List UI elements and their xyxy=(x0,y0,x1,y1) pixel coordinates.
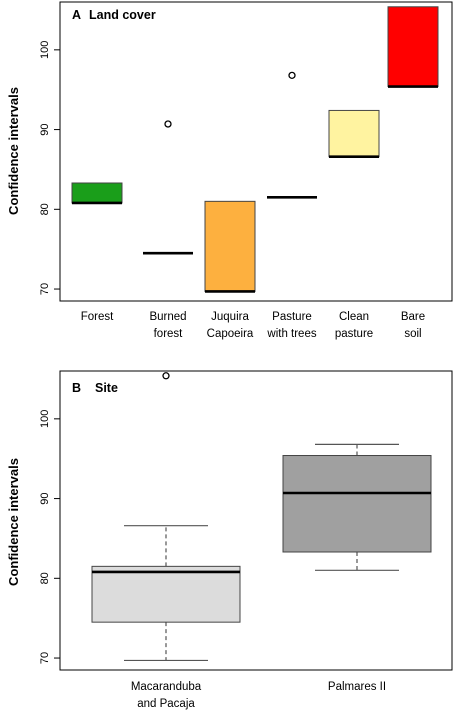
box-body xyxy=(91,565,241,623)
y-tick-label: 100 xyxy=(39,410,51,428)
box-body xyxy=(387,6,439,88)
boxes xyxy=(71,6,439,293)
x-category-label: soil xyxy=(404,328,421,340)
box-4 xyxy=(328,109,380,158)
panel-title: Site xyxy=(95,381,118,395)
x-category-label: Capoeira xyxy=(207,328,254,340)
y-axis: 70 80 90 100 xyxy=(39,41,60,295)
x-axis-labels: Macaranduba and Pacaja Palmares II xyxy=(131,681,386,710)
x-category-label: Macaranduba xyxy=(131,681,202,693)
x-category-label: Pasture xyxy=(272,311,312,323)
y-tick-label: 90 xyxy=(39,492,51,504)
plot-frame xyxy=(59,1,453,302)
box-1 xyxy=(143,120,193,255)
box-0 xyxy=(91,372,241,662)
x-category-label: Bare xyxy=(401,311,425,323)
box-body xyxy=(282,455,432,553)
plot-frame xyxy=(59,370,453,671)
panel-land-cover: A Land cover Confidence intervals 70 80 90… xyxy=(6,1,453,340)
box-2 xyxy=(204,200,256,293)
x-category-label: Clean xyxy=(339,311,369,323)
x-category-label: with trees xyxy=(266,328,316,340)
box-0 xyxy=(71,182,123,205)
x-axis-labels: Forest Burned forest Juquira Capoeira Pasture… xyxy=(81,311,425,340)
box-5 xyxy=(387,6,439,88)
y-axis: 70 80 90 100 xyxy=(39,410,60,664)
y-tick-label: 70 xyxy=(39,283,51,295)
x-category-label: Forest xyxy=(81,311,114,323)
y-tick-label: 90 xyxy=(39,123,51,135)
x-category-label: and Pacaja xyxy=(137,698,195,710)
y-tick-label: 70 xyxy=(39,652,51,664)
outlier-point xyxy=(162,372,170,380)
box-body xyxy=(204,200,256,292)
y-axis-label: Confidence intervals xyxy=(6,87,21,215)
y-tick-label: 80 xyxy=(39,572,51,584)
outlier-point xyxy=(164,120,172,128)
x-category-label: Palmares II xyxy=(328,681,386,693)
panel-letter: A xyxy=(72,8,81,22)
x-category-label: Juquira xyxy=(211,311,249,323)
panel-letter: B xyxy=(72,381,81,395)
x-category-label: pasture xyxy=(335,328,373,340)
box-body xyxy=(328,109,380,158)
box-1 xyxy=(282,443,432,571)
boxes xyxy=(91,372,432,662)
box-3 xyxy=(267,71,317,199)
outlier-point xyxy=(288,71,296,80)
x-category-label: Burned xyxy=(149,311,186,323)
y-tick-label: 100 xyxy=(39,41,51,59)
y-axis-label: Confidence intervals xyxy=(6,458,21,586)
y-tick-label: 80 xyxy=(39,203,51,215)
panel-title: Land cover xyxy=(89,8,156,22)
x-category-label: forest xyxy=(154,328,184,340)
panel-site: B Site Confidence intervals 70 80 90 100 Ma… xyxy=(6,370,453,710)
box-body xyxy=(71,182,123,204)
